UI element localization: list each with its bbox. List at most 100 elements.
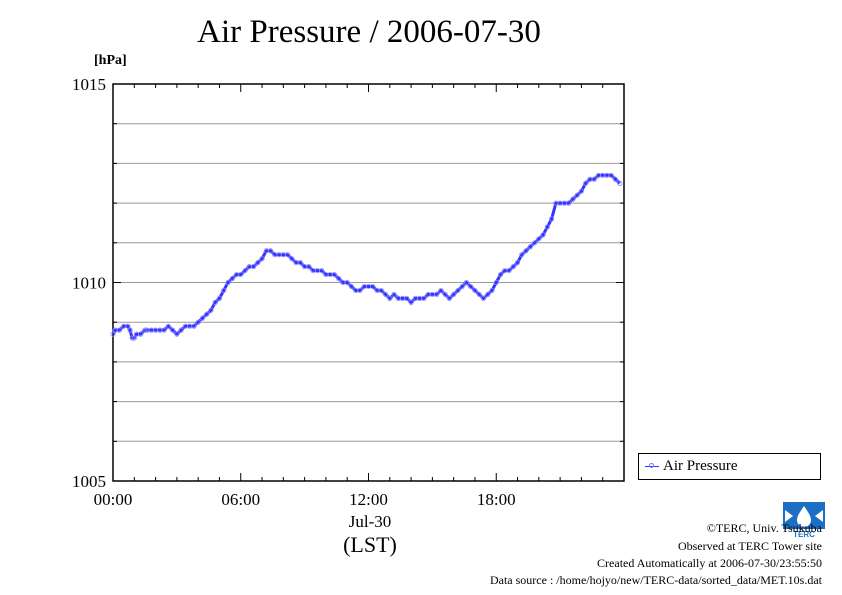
data-point: [485, 291, 491, 298]
data-point: [267, 248, 274, 254]
data-point: [178, 327, 184, 333]
data-point: [319, 267, 325, 274]
data-point: [446, 295, 453, 301]
data-point: [348, 283, 355, 290]
data-point: [476, 291, 482, 298]
footer-copyright: ©TERC, Univ. Tsukuba: [706, 521, 822, 535]
y-axis-unit: [hPa]: [94, 53, 127, 68]
data-point: [612, 176, 619, 182]
footer-source: Data source : /home/hojyo/new/TERC-data/…: [489, 573, 822, 587]
data-point: [463, 279, 470, 286]
data-point: [523, 248, 529, 254]
data-point: [570, 196, 576, 202]
data-point: [434, 291, 440, 298]
data-point: [255, 260, 261, 266]
data-point: [591, 176, 597, 182]
legend-marker-swatch: [649, 463, 654, 468]
data-point: [506, 267, 512, 274]
x-tick-label: 12:00: [349, 490, 388, 509]
data-point: [378, 287, 384, 294]
data-point: [455, 287, 461, 294]
x-date-label: Jul-30: [348, 512, 392, 531]
data-point: [212, 299, 218, 305]
data-point: [289, 256, 295, 262]
data-point: [472, 287, 478, 294]
data-point: [387, 295, 393, 301]
x-timezone-label: (LST): [343, 532, 397, 557]
footer-observed: Observed at TERC Tower site: [677, 539, 822, 553]
data-point: [382, 291, 389, 298]
data-point: [161, 327, 167, 333]
data-point: [195, 319, 201, 325]
data-point: [221, 287, 227, 294]
data-point: [216, 295, 223, 301]
data-point: [442, 291, 448, 298]
data-point: [510, 264, 516, 270]
data-point: [199, 315, 206, 321]
data-point: [497, 271, 504, 278]
data-point: [578, 188, 585, 194]
data-point: [336, 275, 342, 282]
x-tick-label: 18:00: [477, 490, 516, 509]
legend-label: Air Pressure: [663, 458, 738, 474]
data-point: [468, 283, 474, 290]
data-point: [566, 200, 572, 206]
data-point: [142, 327, 148, 333]
data-point: [404, 295, 410, 301]
data-point: [110, 331, 116, 337]
data-point: [527, 244, 533, 250]
data-point: [421, 295, 427, 301]
data-point: [116, 327, 122, 333]
data-point: [127, 327, 133, 333]
y-tick-label: 1005: [72, 472, 106, 491]
data-point: [191, 323, 197, 329]
data-point: [284, 252, 291, 258]
data-point: [208, 307, 214, 313]
data-point: [344, 279, 350, 286]
data-point: [165, 323, 171, 329]
data-point: [170, 327, 176, 333]
data-point: [306, 264, 312, 270]
data-point: [259, 256, 265, 262]
data-point: [519, 252, 525, 258]
data-point: [608, 172, 614, 178]
x-tick-label: 00:00: [94, 490, 133, 509]
data-point: [391, 291, 397, 298]
data-point: [574, 192, 580, 198]
data-point: [225, 279, 231, 286]
data-point: [540, 232, 546, 238]
data-point: [297, 260, 303, 266]
data-point: [125, 323, 131, 329]
data-point: [544, 224, 550, 230]
y-tick-label: 1010: [72, 274, 106, 293]
data-point: [489, 287, 495, 294]
terc-logo-icon: TERC: [783, 502, 825, 539]
data-point: [174, 331, 180, 337]
logo-text: TERC: [793, 530, 815, 538]
data-point: [408, 299, 414, 305]
data-point: [370, 283, 376, 290]
data-point: [138, 331, 144, 337]
data-point: [493, 279, 499, 286]
data-point: [549, 216, 555, 222]
y-tick-label: 1015: [72, 75, 106, 94]
data-point: [514, 260, 521, 266]
data-point: [583, 180, 589, 186]
data-point: [459, 283, 465, 290]
legend: Air Pressure: [638, 453, 821, 480]
data-point: [480, 295, 487, 301]
footer-created: Created Automatically at 2006-07-30/23:5…: [597, 556, 822, 570]
data-point: [238, 271, 244, 278]
data-point: [229, 275, 235, 282]
data-point: [451, 291, 457, 298]
data-point: [131, 335, 137, 341]
data-point: [250, 264, 257, 270]
data-point: [204, 311, 210, 317]
data-point: [617, 180, 623, 186]
data-point: [531, 240, 538, 246]
data-point: [129, 335, 135, 341]
chart-title: Air Pressure / 2006-07-30: [197, 14, 541, 50]
series-line: [111, 173, 621, 340]
x-tick-label: 06:00: [221, 490, 260, 509]
